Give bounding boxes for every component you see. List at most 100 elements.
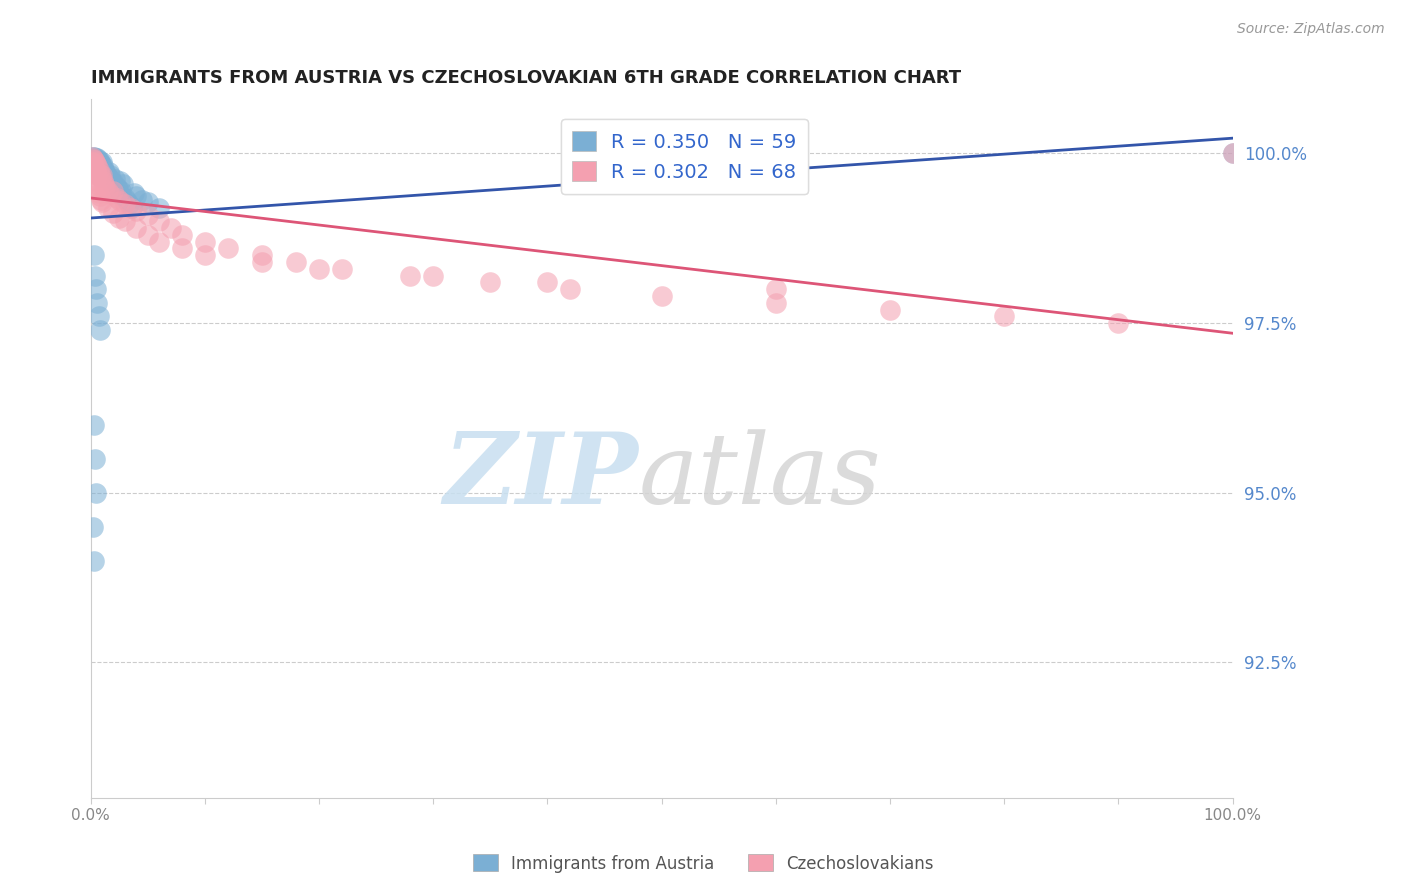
Point (89, 167, 111, 181)
Point (104, 184, 127, 198)
Point (765, 282, 787, 296)
Point (100, 173, 122, 187)
Point (82, 156, 104, 170)
Point (114, 197, 136, 211)
Point (560, 282, 582, 296)
Point (83, 248, 105, 262)
Point (131, 193, 153, 207)
Point (97, 201, 120, 215)
Point (114, 190, 136, 204)
Point (80, 153, 103, 168)
Point (110, 194, 132, 208)
Point (170, 242, 193, 256)
Point (83, 167, 105, 181)
Point (308, 261, 330, 276)
Point (98, 168, 121, 182)
Point (90, 170, 112, 185)
Point (87, 310, 110, 324)
Point (83, 150, 105, 164)
Point (125, 188, 148, 202)
Point (217, 242, 239, 256)
Point (136, 227, 159, 242)
Point (765, 295, 787, 310)
Point (93, 163, 115, 178)
Point (86, 157, 108, 171)
Point (101, 177, 124, 191)
Point (94, 165, 117, 179)
Point (87, 163, 110, 178)
Text: IMMIGRANTS FROM AUSTRIA VS CZECHOSLOVAKIAN 6TH GRADE CORRELATION CHART: IMMIGRANTS FROM AUSTRIA VS CZECHOSLOVAKI… (90, 69, 960, 87)
Point (110, 173, 132, 187)
Point (94, 180, 117, 194)
Point (108, 187, 131, 202)
Point (86, 177, 108, 191)
Point (285, 255, 308, 269)
Point (87, 186, 110, 200)
Point (96, 168, 118, 182)
Point (108, 211, 131, 225)
Point (91, 154, 114, 169)
Point (82, 159, 104, 173)
Point (1222, 146, 1244, 161)
Point (86, 159, 108, 173)
Point (651, 289, 673, 303)
Point (86, 282, 108, 296)
Point (194, 235, 217, 249)
Point (422, 268, 444, 283)
Point (87, 163, 110, 178)
Point (86, 295, 108, 310)
Point (89, 323, 111, 337)
Point (91, 161, 114, 176)
Point (125, 204, 148, 219)
Point (83, 153, 105, 168)
Point (84, 154, 107, 169)
Point (91, 168, 114, 182)
Point (91, 195, 114, 210)
Point (93, 177, 115, 191)
Point (159, 221, 181, 235)
Point (536, 276, 558, 290)
Point (89, 188, 111, 202)
Point (83, 153, 105, 168)
Point (90, 193, 112, 207)
Point (110, 184, 132, 198)
Point (84, 163, 107, 178)
Point (97, 184, 120, 198)
Point (86, 156, 108, 170)
Point (86, 151, 108, 165)
Point (86, 159, 108, 173)
Point (84, 154, 107, 169)
Point (148, 235, 170, 249)
Point (122, 186, 145, 200)
Point (330, 261, 353, 276)
Point (125, 221, 148, 235)
Point (1107, 316, 1129, 330)
Point (107, 182, 129, 196)
Point (90, 156, 112, 170)
Point (879, 302, 901, 317)
Legend: R = 0.350   N = 59, R = 0.302   N = 68: R = 0.350 N = 59, R = 0.302 N = 68 (561, 120, 808, 194)
Point (90, 170, 112, 185)
Point (83, 160, 105, 174)
Point (148, 214, 170, 228)
Point (83, 553, 105, 567)
Point (399, 268, 422, 283)
Point (82, 150, 104, 164)
Point (86, 485, 108, 500)
Point (97, 170, 120, 185)
Point (83, 161, 105, 176)
Point (103, 184, 125, 198)
Text: ZIP: ZIP (444, 428, 638, 524)
Point (103, 175, 125, 189)
Legend: Immigrants from Austria, Czechoslovakians: Immigrants from Austria, Czechoslovakian… (465, 847, 941, 880)
Point (115, 194, 138, 208)
Point (84, 268, 107, 283)
Point (86, 151, 108, 165)
Point (148, 201, 170, 215)
Point (86, 165, 108, 179)
Point (136, 195, 159, 210)
Point (479, 276, 502, 290)
Point (250, 248, 273, 262)
Point (84, 173, 107, 187)
Point (91, 173, 114, 187)
